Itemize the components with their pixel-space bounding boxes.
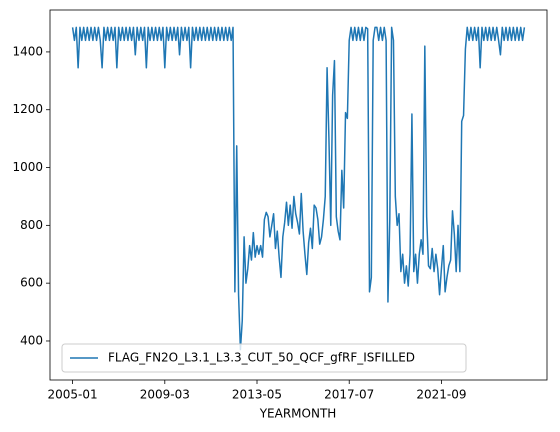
x-tick-label: 2021-09 [416, 388, 466, 402]
x-tick-label: 2017-07 [324, 388, 374, 402]
x-axis-label: YEARMONTH [259, 407, 337, 421]
x-tick-label: 2013-05 [232, 388, 282, 402]
y-tick-label: 1400 [12, 44, 43, 58]
legend-label: FLAG_FN2O_L3.1_L3.3_CUT_50_QCF_gfRF_ISFI… [108, 351, 415, 365]
y-tick-label: 800 [20, 218, 43, 232]
x-tick-label: 2005-01 [48, 388, 98, 402]
legend-box [61, 343, 467, 373]
y-tick-label: 400 [20, 333, 43, 347]
x-tick-label: 2009-03 [140, 388, 190, 402]
y-tick-label: 1000 [12, 160, 43, 174]
y-tick-label: 600 [20, 276, 43, 290]
axes-frame [49, 9, 548, 381]
line [71, 26, 526, 351]
y-tick-label: 1200 [12, 102, 43, 116]
